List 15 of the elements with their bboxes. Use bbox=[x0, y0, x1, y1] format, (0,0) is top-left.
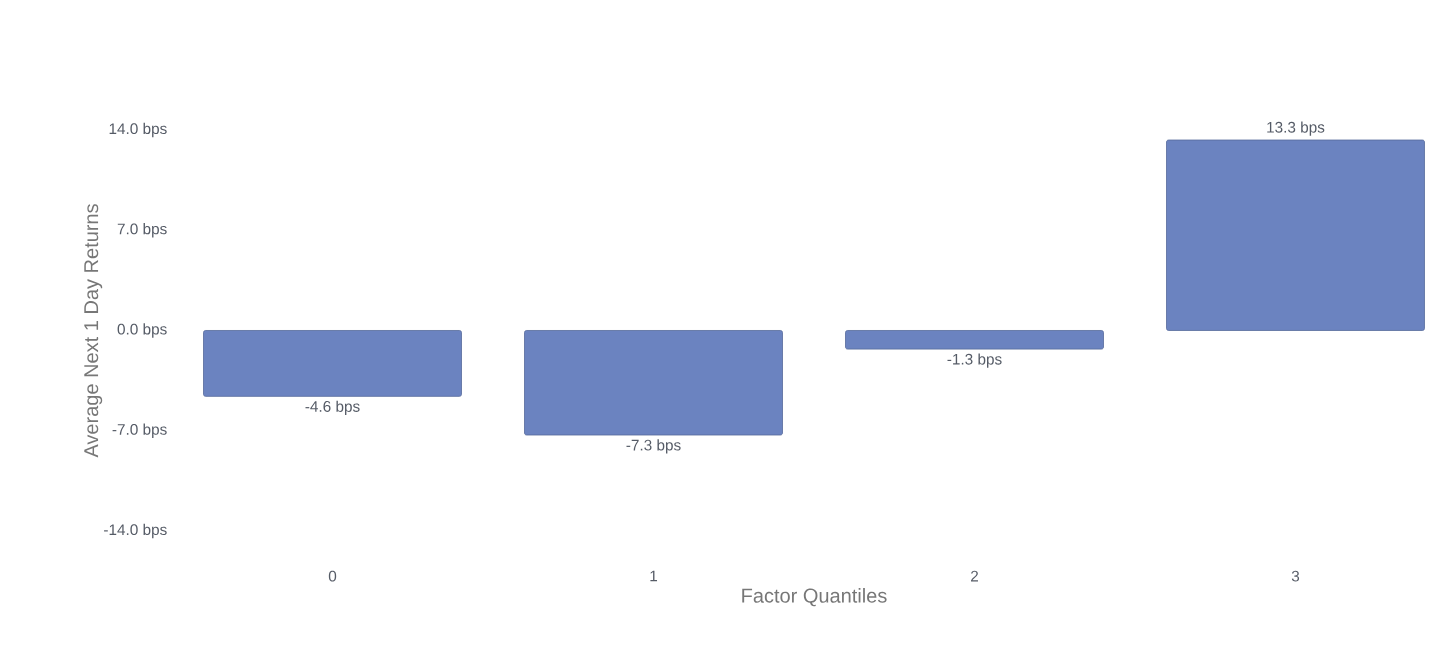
data-label: 13.3 bps bbox=[1267, 121, 1325, 136]
x-axis-title: Factor Quantiles bbox=[742, 588, 887, 607]
x-tick-label: 2 bbox=[971, 570, 978, 582]
x-tick-label: 1 bbox=[650, 570, 658, 582]
y-tick-label: 0.0 bps bbox=[117, 323, 167, 338]
y-tick-label: 7.0 bps bbox=[117, 223, 167, 238]
data-label: -7.3 bps bbox=[626, 439, 681, 454]
data-label: -4.6 bps bbox=[305, 400, 360, 415]
y-tick-label: -14.0 bps bbox=[104, 523, 167, 539]
data-label: -1.3 bps bbox=[947, 353, 1002, 368]
y-tick-label: 14.0 bps bbox=[109, 122, 167, 138]
y-tick-label: -7.0 bps bbox=[112, 423, 167, 438]
y-axis-title: Average Next 1 Day Returns bbox=[84, 204, 103, 458]
x-tick-label: 3 bbox=[1291, 570, 1300, 582]
x-tick-label: 0 bbox=[328, 570, 337, 582]
